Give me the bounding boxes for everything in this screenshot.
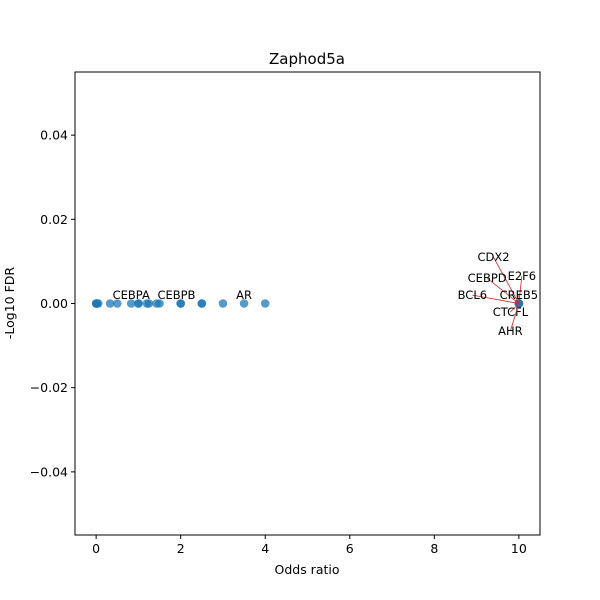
y-axis-label: -Log10 FDR — [2, 267, 17, 340]
scatter-point — [144, 299, 154, 308]
scatter-point — [126, 299, 136, 308]
scatter-point — [239, 299, 249, 308]
scatter-point — [134, 299, 143, 308]
scatter-point — [218, 299, 228, 308]
annotation-label: CEBPB — [157, 288, 195, 302]
scatter-point — [93, 299, 103, 308]
annotation-label: CTCFL — [493, 305, 529, 319]
y-tick-label: 0.00 — [40, 296, 68, 311]
annotation-label: CEBPA — [113, 288, 150, 302]
x-tick-label: 8 — [430, 541, 438, 556]
x-tick-label: 0 — [92, 541, 100, 556]
x-tick-label: 4 — [261, 541, 269, 556]
x-tick-label: 6 — [346, 541, 354, 556]
scatter-point — [176, 299, 185, 308]
annotation-label: BCL6 — [458, 288, 487, 302]
annotation-label: CEBPD — [468, 271, 507, 285]
annotation-label: CDX2 — [477, 250, 509, 264]
annotation-leader-line — [486, 277, 520, 304]
annotations: CEBPA CEBPB AR CDX2 CEBPD E2F6 BCL6 CREB5 CTCFL A… — [113, 250, 539, 338]
annotation-label: AR — [236, 288, 252, 302]
x-tick-label: 2 — [177, 541, 185, 556]
x-tick-label: 10 — [511, 541, 527, 556]
annotation-leader-line — [510, 303, 520, 331]
y-tick-label: 0.04 — [40, 128, 68, 143]
scatter-point — [197, 299, 207, 308]
annotation-label: AHR — [498, 324, 523, 338]
annotation-leader-line — [493, 257, 520, 304]
scatter-point — [112, 299, 122, 308]
y-tick-label: −0.04 — [30, 464, 68, 479]
annotation-leader-line — [510, 303, 520, 313]
x-axis-label: Odds ratio — [274, 562, 339, 577]
x-axis: 0 2 4 6 8 10 — [92, 535, 527, 556]
annotation-leader-line — [518, 276, 523, 304]
annotation-label: CREB5 — [500, 288, 539, 302]
annotation-leader-line — [472, 294, 519, 304]
scatter-point — [155, 299, 164, 308]
annotation-label: E2F6 — [508, 269, 537, 283]
scatter-point — [105, 299, 115, 308]
y-tick-label: 0.02 — [40, 212, 68, 227]
scatter-point — [260, 299, 270, 308]
chart-title: Zaphod5a — [269, 50, 345, 68]
y-axis: −0.04 −0.02 0.00 0.02 0.04 — [30, 128, 75, 479]
y-tick-label: −0.02 — [30, 380, 68, 395]
